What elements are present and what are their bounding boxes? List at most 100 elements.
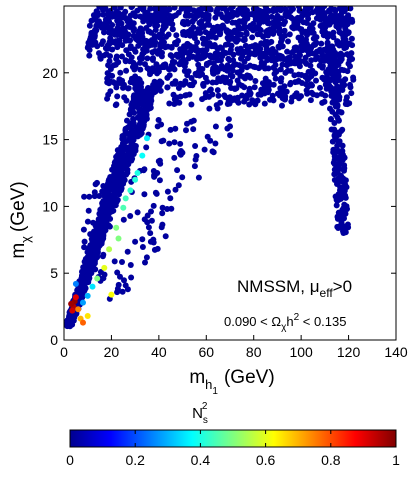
data-point	[195, 174, 202, 181]
data-point	[171, 6, 178, 11]
data-point	[159, 210, 166, 217]
data-point	[84, 218, 91, 225]
data-point	[270, 81, 277, 88]
data-point	[348, 35, 355, 42]
data-point	[203, 52, 210, 58]
data-point	[129, 64, 136, 70]
data-points	[64, 6, 357, 330]
highlighted-point	[106, 246, 113, 253]
highlighted-point	[72, 280, 79, 287]
data-point	[283, 88, 290, 95]
data-point	[144, 219, 151, 226]
data-point	[188, 118, 195, 125]
data-point	[127, 43, 134, 50]
data-point	[195, 61, 202, 68]
data-point	[120, 216, 127, 223]
data-point	[136, 121, 143, 127]
data-point	[122, 8, 129, 15]
data-point	[262, 77, 269, 84]
data-point	[154, 245, 161, 252]
data-point	[101, 52, 108, 59]
data-point	[139, 97, 146, 104]
data-point	[116, 161, 123, 167]
data-point	[238, 31, 244, 38]
data-point	[222, 79, 229, 86]
data-point	[141, 191, 148, 198]
data-point	[288, 49, 295, 56]
data-point	[259, 18, 266, 25]
data-point	[337, 153, 343, 160]
data-point	[120, 84, 126, 91]
data-point	[229, 6, 236, 10]
data-point	[314, 92, 320, 99]
data-point	[225, 55, 232, 62]
data-point	[198, 6, 205, 13]
colorbar-tick-label: 0.4	[191, 452, 211, 468]
data-point	[99, 188, 106, 195]
x-tick-label: 60	[198, 344, 214, 360]
data-point	[154, 22, 161, 29]
data-point	[128, 141, 135, 148]
data-point	[181, 63, 188, 70]
data-point	[274, 90, 281, 97]
data-point	[264, 20, 271, 27]
data-point	[266, 7, 273, 14]
data-point	[106, 223, 113, 230]
x-tick-label: 40	[151, 344, 167, 360]
data-point	[104, 95, 111, 102]
data-point	[198, 12, 205, 19]
data-point	[181, 21, 188, 28]
data-point	[284, 61, 291, 68]
data-point	[87, 231, 94, 238]
data-point	[196, 72, 203, 79]
data-point	[102, 6, 109, 12]
data-point	[247, 90, 254, 97]
data-point	[104, 201, 111, 208]
data-point	[146, 28, 153, 35]
data-point	[272, 18, 279, 25]
data-point	[111, 258, 118, 265]
data-point	[288, 98, 295, 105]
data-point	[132, 238, 139, 245]
data-point	[104, 70, 111, 77]
data-point	[167, 126, 174, 133]
colorbar-tick-label: 0.6	[256, 452, 276, 468]
data-point	[300, 41, 307, 48]
data-point	[210, 70, 217, 77]
data-point	[255, 47, 262, 54]
data-point	[94, 21, 101, 27]
data-point	[308, 89, 315, 96]
relic-density-annotation: 0.090 < Ωχh2 < 0.135	[224, 312, 346, 333]
highlighted-point	[84, 292, 91, 299]
data-point	[100, 183, 107, 189]
x-tick-label: 100	[289, 344, 313, 360]
data-point	[116, 12, 123, 19]
data-point	[330, 73, 337, 80]
data-point	[295, 34, 302, 41]
highlighted-point	[144, 135, 150, 142]
data-point	[130, 115, 137, 122]
highlighted-point	[120, 204, 127, 211]
data-point	[147, 6, 154, 12]
data-point	[184, 72, 191, 79]
data-point	[287, 6, 294, 10]
data-point	[214, 6, 221, 13]
data-point	[175, 37, 181, 44]
data-point	[150, 202, 157, 209]
data-point	[102, 207, 109, 213]
data-point	[335, 196, 342, 203]
data-point	[340, 38, 347, 45]
data-point	[219, 64, 226, 71]
data-point	[87, 260, 94, 267]
data-point	[344, 21, 351, 28]
data-point	[232, 19, 239, 26]
data-point	[269, 46, 276, 52]
data-point	[325, 47, 332, 54]
data-point	[118, 182, 125, 189]
data-point	[169, 26, 176, 32]
data-point	[143, 144, 150, 151]
data-point	[114, 41, 121, 48]
data-point	[199, 66, 206, 72]
data-point	[331, 120, 338, 126]
data-point	[164, 43, 171, 50]
